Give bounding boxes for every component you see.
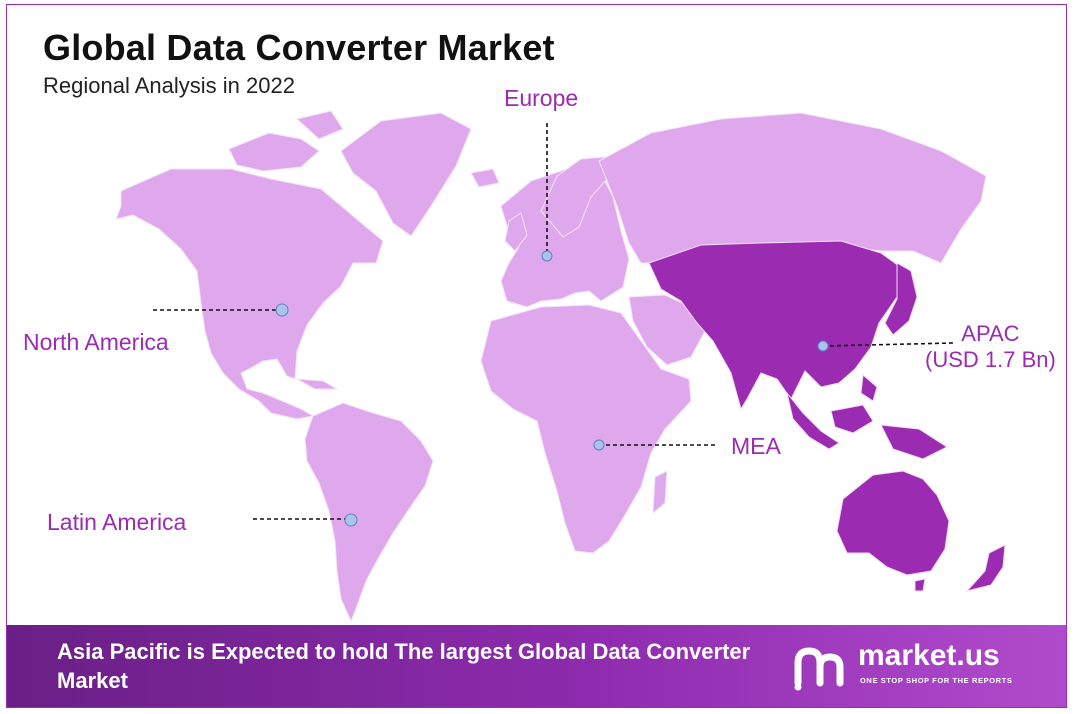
page-title: Global Data Converter Market bbox=[43, 27, 555, 68]
south-america-shape bbox=[304, 402, 434, 623]
europe-label-text: Europe bbox=[504, 85, 579, 111]
japan-shape bbox=[884, 262, 918, 336]
new-zealand-shape bbox=[965, 544, 1006, 592]
australia-shape bbox=[836, 470, 950, 576]
page-subtitle: Regional Analysis in 2022 bbox=[43, 73, 295, 98]
mea-label: MEA bbox=[731, 433, 781, 460]
market-us-logo-icon bbox=[794, 647, 844, 691]
brand-name: market.us bbox=[858, 639, 1000, 672]
arctic-islands-shape bbox=[228, 132, 320, 172]
greenland-shape bbox=[340, 112, 472, 237]
apac-marker bbox=[817, 340, 829, 352]
apac-label-text: APAC bbox=[961, 321, 1020, 346]
europe-marker bbox=[541, 250, 553, 262]
north-america-label-text: North America bbox=[23, 329, 169, 355]
africa-shape bbox=[480, 304, 692, 554]
latin-america-label: Latin America bbox=[47, 509, 186, 536]
apac-value-text: (USD 1.7 Bn) bbox=[925, 347, 1056, 372]
infographic-frame: Global Data Converter Market Regional An… bbox=[6, 4, 1067, 708]
banner-headline: Asia Pacific is Expected to hold The lar… bbox=[57, 639, 751, 693]
mea-label-text: MEA bbox=[731, 433, 781, 459]
latin-america-marker bbox=[344, 513, 358, 527]
asia-pacific-shape bbox=[648, 240, 904, 411]
north-america-marker bbox=[275, 303, 289, 317]
mea-marker bbox=[593, 439, 605, 451]
brand-tagline: ONE STOP SHOP FOR THE REPORTS bbox=[860, 676, 1013, 685]
footer-banner: Asia Pacific is Expected to hold The lar… bbox=[7, 625, 1066, 707]
world-map bbox=[115, 110, 1006, 623]
north-america-label: North America bbox=[23, 329, 169, 356]
brand-block: market.us ONE STOP SHOP FOR THE REPORTS bbox=[792, 639, 1032, 693]
middle-east-shape bbox=[628, 294, 706, 366]
apac-leader-line bbox=[822, 342, 954, 347]
apac-label: APAC (USD 1.7 Bn) bbox=[925, 321, 1056, 373]
north-america-shape bbox=[115, 168, 384, 420]
latin-america-label-text: Latin America bbox=[47, 509, 187, 535]
russia-shape bbox=[598, 112, 987, 264]
europe-label: Europe bbox=[504, 85, 578, 112]
